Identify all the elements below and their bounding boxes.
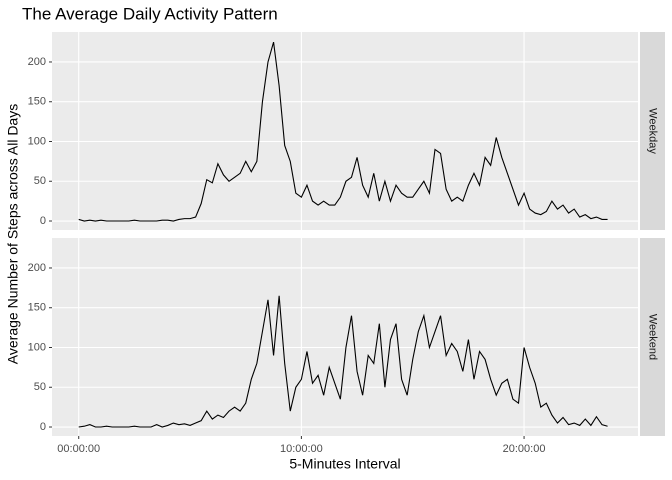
y-tick-label: 200 [28, 56, 46, 68]
x-tick-label: 10:00:00 [280, 443, 323, 455]
y-tick-label: 0 [40, 421, 46, 433]
facet-strip [640, 32, 665, 230]
x-tick-label: 20:00:00 [503, 443, 546, 455]
line-series [78, 41, 608, 222]
y-tick-label: 100 [28, 135, 46, 147]
facet-label: Weekend [647, 314, 659, 360]
x-axis-label: 5-Minutes Interval [289, 456, 400, 472]
y-tick-label: 150 [28, 302, 46, 314]
panel-background [52, 32, 638, 230]
y-tick-label: 0 [40, 215, 46, 227]
y-tick-label: 150 [28, 96, 46, 108]
facet-label: Weekday [647, 108, 659, 154]
x-tick-label: 00:00:00 [57, 443, 100, 455]
y-tick-label: 50 [34, 381, 46, 393]
line-series [78, 295, 608, 428]
y-tick-label: 200 [28, 262, 46, 274]
y-tick-label: 100 [28, 341, 46, 353]
chart-title: The Average Daily Activity Pattern [22, 4, 278, 23]
y-axis-label: Average Number of Steps across All Days [5, 104, 21, 364]
facet-strip [640, 238, 665, 436]
y-tick-label: 50 [34, 175, 46, 187]
